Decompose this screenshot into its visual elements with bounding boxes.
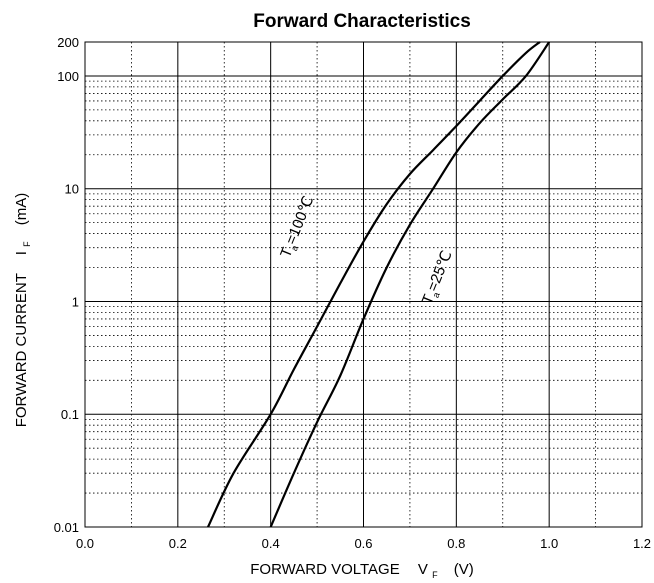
y-tick-label: 200 <box>57 35 79 50</box>
x-tick-label: 0.2 <box>169 536 187 551</box>
y-tick-label: 1 <box>72 294 79 309</box>
x-axis-label: FORWARD VOLTAGE V F (V) <box>250 561 474 582</box>
y-tick-label: 100 <box>57 69 79 84</box>
x-axis-label-subscript: F <box>432 570 438 580</box>
y-tick-label: 0.01 <box>54 520 79 535</box>
series-label-text: =25℃ <box>424 248 456 294</box>
x-tick-label: 0.4 <box>262 536 280 551</box>
y-axis-label-unit: (mA) <box>13 193 30 226</box>
series-label-subscript: a <box>289 244 300 252</box>
series-label-ta-100: Ta=100℃ <box>277 194 319 261</box>
x-tick-label: 0.0 <box>76 536 94 551</box>
series-line-ta-100 <box>207 41 541 528</box>
y-axis-label-symbol: I <box>13 251 30 255</box>
series-label-ta-25: Ta=25℃ <box>419 248 458 307</box>
series-labels: Ta=100℃ Ta=25℃ <box>277 194 458 307</box>
x-tick-label: 0.8 <box>447 536 465 551</box>
x-tick-label: 0.6 <box>354 536 372 551</box>
series-lines <box>207 41 551 528</box>
x-tick-labels: 0.0 0.2 0.4 0.6 0.8 1.0 1.2 <box>76 536 651 551</box>
plot-frame <box>84 41 643 528</box>
y-axis-label: FORWARD CURRENT I F (mA) <box>13 193 34 428</box>
y-tick-label: 10 <box>65 182 79 197</box>
y-axis-label-subscript: F <box>22 241 32 247</box>
series-line-ta-25 <box>269 41 551 528</box>
x-axis-label-unit: (V) <box>454 561 474 578</box>
y-axis-label-main: FORWARD CURRENT <box>13 273 30 427</box>
series-label-text: =100℃ <box>282 194 317 247</box>
y-tick-labels: 0.01 0.1 1 10 100 200 <box>54 35 79 535</box>
chart-title: Forward Characteristics <box>253 11 471 32</box>
x-axis-label-symbol: V <box>418 561 428 578</box>
x-axis-label-main: FORWARD VOLTAGE <box>250 561 399 578</box>
series-label-subscript: a <box>431 291 442 299</box>
major-gridlines <box>85 42 642 527</box>
x-tick-label: 1.2 <box>633 536 651 551</box>
y-tick-label: 0.1 <box>61 407 79 422</box>
x-tick-label: 1.0 <box>540 536 558 551</box>
